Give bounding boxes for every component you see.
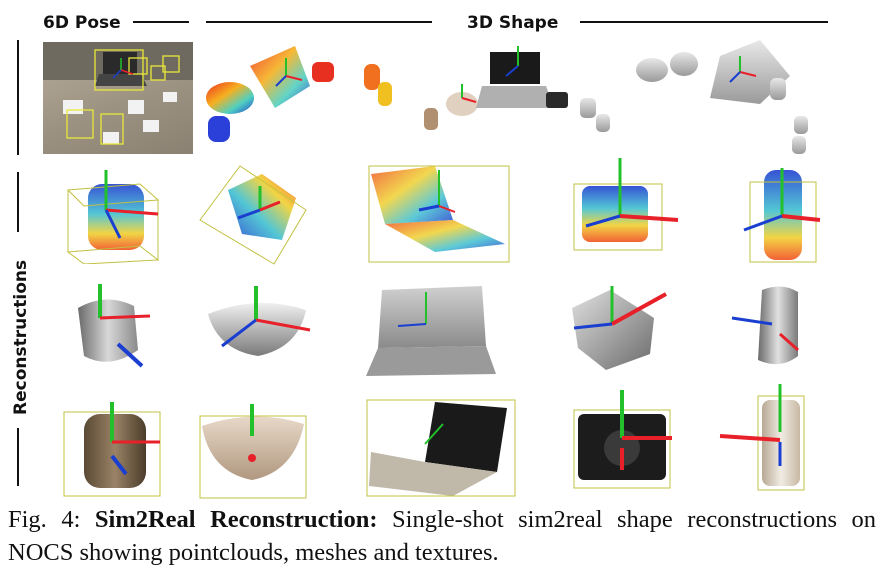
pointcloud-laptop — [365, 160, 515, 274]
pointcloud-bowl — [198, 160, 308, 274]
header-3d-shape: 3D Shape — [467, 13, 559, 33]
side-rule-top — [17, 40, 19, 155]
header-6d-pose: 6D Pose — [43, 13, 121, 33]
texture-camera — [568, 388, 678, 500]
texture-can — [60, 396, 170, 504]
side-label-reconstructions: Reconstructions — [11, 259, 31, 415]
mesh-mug — [728, 278, 828, 378]
figure-caption: Fig. 4: Sim2Real Reconstruction: Single-… — [8, 503, 876, 569]
caption-text: Single-shot sim2real shape reconstructio… — [8, 506, 876, 566]
mesh-can — [66, 278, 162, 378]
header-rule-shape-right — [580, 21, 828, 23]
texture-bowl — [196, 402, 312, 504]
pointcloud-mug — [736, 160, 826, 274]
pointcloud-can — [60, 160, 170, 268]
header-rule-shape-left — [206, 21, 432, 23]
scene-photo — [43, 42, 193, 154]
header-rule-pose — [133, 21, 189, 23]
caption-title: Sim2Real Reconstruction: — [94, 506, 378, 533]
pointcloud-camera — [568, 154, 682, 262]
texture-laptop — [365, 396, 517, 504]
shape-scene — [200, 36, 840, 164]
texture-mug — [716, 382, 816, 496]
mesh-camera — [562, 280, 672, 380]
side-rule-bottom — [17, 428, 19, 486]
side-rule-mid — [17, 172, 19, 232]
caption-label: Fig. 4: — [8, 506, 81, 533]
mesh-bowl — [202, 284, 314, 368]
mesh-laptop — [362, 282, 502, 382]
